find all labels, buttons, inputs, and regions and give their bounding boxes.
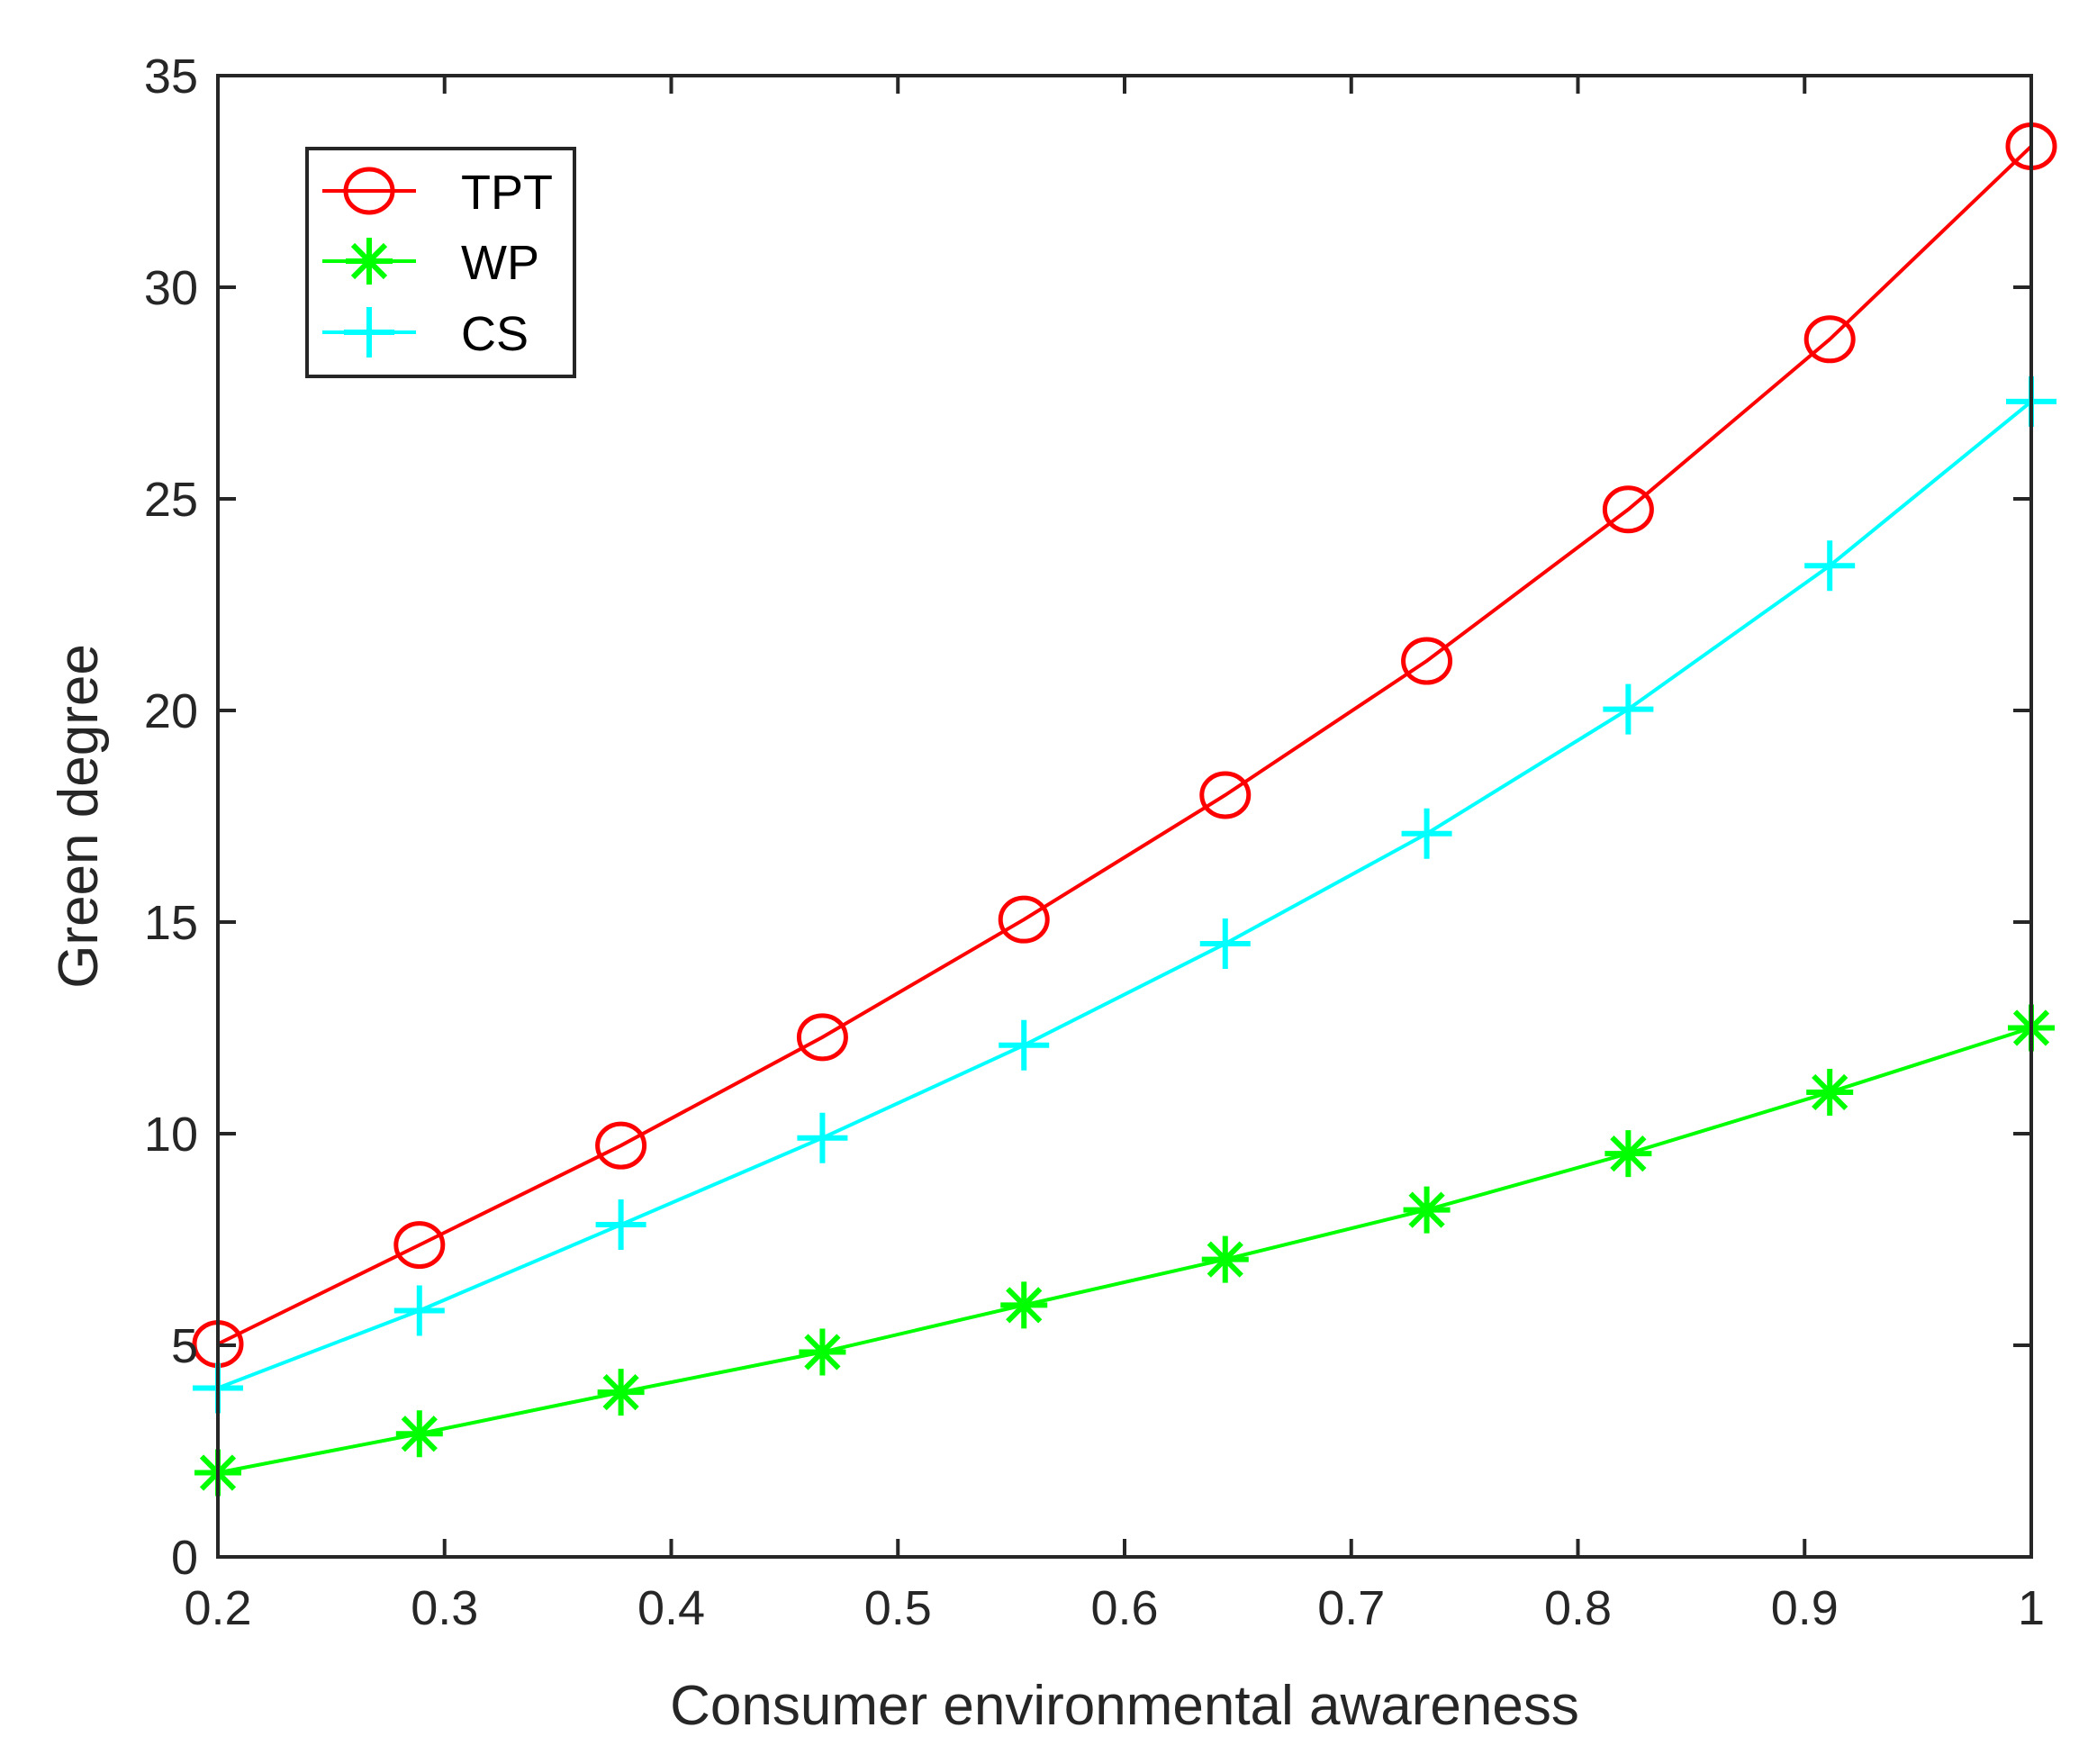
data-point (393, 1221, 446, 1270)
y-tick-label: 15 (144, 896, 198, 950)
data-point (1401, 808, 1452, 859)
legend-item-wp: WP (322, 236, 539, 290)
data-point (1604, 1130, 1652, 1178)
series-cs (193, 375, 2056, 1414)
data-point (395, 1410, 443, 1458)
series-line (217, 400, 2033, 1390)
series-wp (194, 1004, 2055, 1497)
data-point (797, 1112, 848, 1163)
x-tick-label: 0.8 (1544, 1581, 1612, 1635)
data-point (1000, 1281, 1048, 1329)
legend-item-tpt: TPT (322, 166, 553, 220)
y-tick-label: 25 (144, 473, 198, 527)
x-tick-label: 0.7 (1317, 1581, 1385, 1635)
data-point (999, 1019, 1050, 1071)
y-tick-label: 30 (144, 261, 198, 315)
data-point (1806, 1068, 1854, 1116)
legend-marker (344, 307, 394, 357)
x-tick-label: 0.9 (1771, 1581, 1839, 1635)
data-point (1804, 540, 1856, 592)
legend-marker (346, 238, 393, 285)
x-tick-label: 0.3 (411, 1581, 478, 1635)
data-point (1403, 1186, 1451, 1234)
legend-marker (343, 167, 395, 215)
data-point (1199, 771, 1252, 819)
data-point (799, 1328, 846, 1376)
data-point (1201, 1235, 1249, 1283)
series-line (217, 1026, 2032, 1475)
x-tick-label: 0.2 (184, 1581, 251, 1635)
series-line (217, 145, 2033, 1346)
y-tick-label: 10 (144, 1108, 198, 1162)
data-point (597, 1369, 645, 1416)
x-tick-label: 1 (2018, 1581, 2045, 1635)
x-tick-label: 0.4 (637, 1581, 705, 1635)
y-tick-label: 35 (144, 50, 198, 104)
x-axis-label: Consumer environmental awareness (670, 1675, 1579, 1737)
y-axis-label: Green degree (48, 644, 110, 989)
legend-item-cs: CS (322, 307, 529, 361)
data-point (1602, 485, 1654, 534)
data-point (595, 1199, 646, 1251)
x-tick-label: 0.6 (1090, 1581, 1158, 1635)
x-tick-label: 0.5 (864, 1581, 932, 1635)
y-tick-label: 0 (171, 1531, 198, 1585)
data-point (1603, 683, 1654, 735)
legend-label: CS (461, 307, 529, 361)
data-point (998, 895, 1050, 944)
legend: TPT WP CS (305, 147, 576, 378)
data-point (393, 1285, 445, 1336)
plot-area (192, 122, 2057, 1497)
data-point (796, 1013, 848, 1062)
y-tick-label: 5 (171, 1319, 198, 1373)
data-point (595, 1121, 647, 1170)
data-point (1199, 918, 1251, 969)
legend-label: WP (461, 236, 539, 290)
legend-label: TPT (461, 166, 553, 220)
data-point (1803, 315, 1856, 364)
data-point (1401, 637, 1453, 685)
y-tick-label: 20 (144, 684, 198, 738)
